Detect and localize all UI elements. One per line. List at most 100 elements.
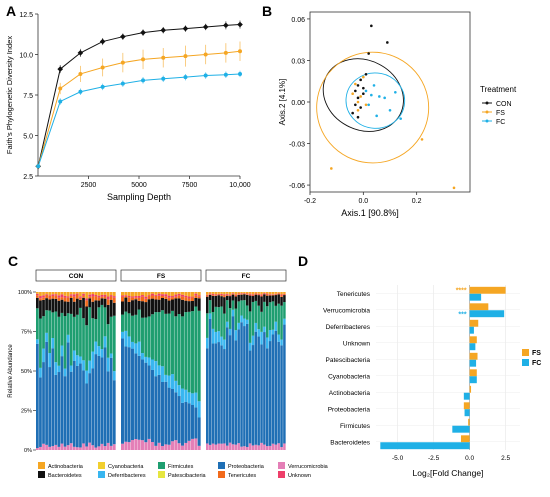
stacked-bar-segment — [147, 365, 151, 439]
stacked-bar-segment — [254, 322, 258, 332]
y-axis-label: Relative Abundance — [8, 344, 14, 398]
stacked-bar-segment — [103, 336, 107, 348]
stacked-bar-segment — [280, 294, 283, 296]
stacked-bar-segment — [246, 292, 249, 294]
stacked-bar-segment — [147, 438, 151, 450]
legend-label: FS — [496, 110, 505, 117]
stacked-bar-segment — [181, 296, 184, 300]
stacked-bar-segment — [164, 381, 168, 445]
stacked-bar-segment — [191, 296, 194, 298]
stacked-bar-segment — [248, 295, 252, 312]
stacked-bar-segment — [184, 401, 188, 443]
category-label: Tenericutes — [337, 291, 371, 298]
stacked-bar-segment — [124, 346, 128, 442]
stacked-bar-segment — [220, 293, 223, 296]
data-point — [58, 86, 63, 91]
stacked-bar-segment — [271, 294, 275, 296]
stacked-bar-segment — [151, 292, 154, 294]
stacked-bar-segment — [268, 294, 272, 296]
x-axis-label: Log₂[Fold Change] — [413, 468, 484, 478]
fold-change-bar-fc — [469, 326, 474, 334]
stacked-bar-segment — [164, 292, 168, 295]
stacked-bar-segment — [112, 292, 116, 297]
stacked-bar-segment — [100, 304, 104, 350]
stacked-bar-segment — [268, 292, 272, 295]
stacked-bar-segment — [36, 295, 39, 298]
stacked-bar-segment — [248, 294, 252, 296]
stacked-bar-segment — [266, 337, 269, 349]
stacked-bar-segment — [240, 315, 243, 323]
stacked-bar-segment — [76, 355, 79, 366]
y-axis-label: Axis.2 [4.1%] — [278, 79, 287, 126]
stacked-bar-segment — [82, 293, 85, 296]
stacked-bar-segment — [94, 341, 98, 355]
stacked-bar-segment — [171, 299, 174, 311]
stacked-bar-segment — [181, 445, 184, 450]
data-point — [238, 71, 242, 76]
stacked-bar-segment — [283, 302, 286, 319]
stacked-bar-segment — [283, 443, 286, 450]
stacked-bar-segment — [66, 342, 70, 446]
stacked-bar-segment — [131, 296, 134, 298]
stacked-bar-segment — [161, 292, 164, 295]
stacked-bar-segment — [240, 300, 243, 316]
stacked-bar-segment — [39, 377, 42, 447]
stacked-bar-segment — [177, 295, 181, 299]
stacked-bar-segment — [137, 355, 141, 440]
scatter-point-con — [367, 52, 370, 55]
stacked-bar-segment — [69, 297, 73, 314]
stacked-bar-segment — [127, 336, 131, 348]
legend-title: Treatment — [480, 85, 517, 94]
stacked-bar-segment — [223, 443, 226, 450]
stacked-bar-segment — [248, 292, 252, 294]
stacked-bar-segment — [76, 447, 79, 450]
stacked-bar-segment — [100, 298, 104, 305]
series-line-fs — [37, 50, 241, 167]
stacked-bar-segment — [214, 331, 218, 344]
stacked-bar-segment — [234, 308, 238, 331]
legend-label: Tenericutes — [228, 473, 256, 479]
stacked-bar-segment — [36, 343, 39, 449]
stacked-bar-segment — [91, 292, 95, 295]
stacked-bar-segment — [127, 313, 131, 337]
fold-change-bar-fc — [469, 376, 477, 384]
stacked-bar-segment — [266, 348, 269, 447]
stacked-bar-segment — [124, 295, 128, 296]
stacked-bar-segment — [197, 417, 201, 446]
stacked-bar-segment — [243, 318, 246, 327]
stacked-bar-segment — [97, 295, 101, 298]
stacked-bar-segment — [106, 442, 110, 450]
stacked-bar-segment — [277, 341, 280, 444]
stacked-bar-segment — [51, 446, 55, 450]
stacked-bar-segment — [191, 300, 194, 312]
significance-marker: **** — [456, 287, 467, 294]
stacked-bar-segment — [57, 300, 61, 317]
stacked-bar-segment — [147, 295, 151, 300]
stacked-bar-segment — [137, 341, 141, 356]
data-point — [183, 75, 188, 80]
stacked-bar-segment — [277, 293, 280, 295]
stacked-bar-segment — [91, 318, 95, 352]
stacked-bar-segment — [246, 319, 249, 324]
stacked-bar-segment — [42, 297, 45, 300]
stacked-bar-segment — [174, 294, 178, 297]
stacked-bar-segment — [171, 297, 174, 300]
stacked-bar-segment — [82, 292, 85, 294]
stacked-bar-segment — [141, 296, 144, 302]
stacked-bar-segment — [211, 311, 215, 329]
stacked-bar-segment — [266, 446, 269, 450]
stacked-bar-segment — [109, 295, 113, 297]
stacked-bar-segment — [217, 293, 220, 295]
stacked-bar-segment — [257, 445, 260, 450]
stacked-bar-segment — [197, 295, 201, 297]
stacked-bar-segment — [167, 292, 171, 296]
scatter-point-fs — [356, 100, 360, 104]
legend-swatch — [38, 462, 45, 469]
fold-change-bar-fs — [469, 385, 472, 393]
stacked-bar-segment — [220, 292, 223, 294]
category-label: Cyanobacteria — [328, 373, 370, 380]
stacked-bar-segment — [164, 313, 168, 375]
stacked-bar-segment — [184, 295, 188, 298]
stacked-bar-segment — [246, 294, 249, 306]
stacked-bar-segment — [45, 298, 48, 311]
